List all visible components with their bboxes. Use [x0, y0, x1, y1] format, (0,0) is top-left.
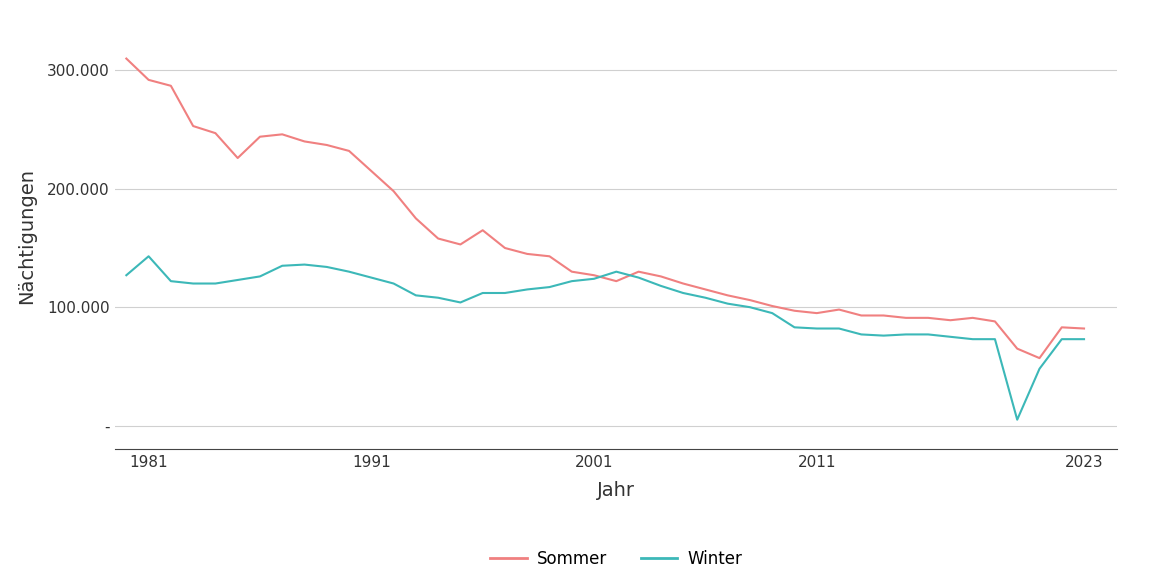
Winter — [743, 304, 757, 310]
Sommer — [521, 251, 535, 257]
Sommer — [698, 286, 712, 293]
Winter — [965, 336, 979, 343]
Sommer — [1055, 324, 1069, 331]
Sommer — [922, 314, 935, 321]
Winter — [253, 273, 267, 280]
Sommer — [899, 314, 912, 321]
Sommer — [988, 318, 1002, 325]
Winter — [1077, 336, 1091, 343]
Winter — [899, 331, 912, 338]
Winter — [297, 261, 311, 268]
Sommer — [631, 268, 645, 275]
Sommer — [654, 273, 668, 280]
Sommer — [877, 312, 890, 319]
Winter — [120, 272, 134, 279]
Winter — [209, 280, 222, 287]
Sommer — [387, 188, 401, 195]
Winter — [788, 324, 802, 331]
Sommer — [609, 278, 623, 285]
Winter — [564, 278, 578, 285]
Winter — [609, 268, 623, 275]
Winter — [275, 262, 289, 269]
Sommer — [743, 297, 757, 304]
Winter — [721, 300, 735, 307]
Winter — [922, 331, 935, 338]
Sommer — [676, 280, 690, 287]
Winter — [230, 276, 244, 283]
Winter — [164, 278, 177, 285]
Winter — [543, 283, 556, 290]
Line: Sommer: Sommer — [127, 59, 1084, 358]
Winter — [810, 325, 824, 332]
Sommer — [1077, 325, 1091, 332]
Sommer — [1032, 355, 1046, 362]
Sommer — [476, 227, 490, 234]
Sommer — [409, 215, 423, 222]
Sommer — [810, 310, 824, 317]
Winter — [342, 268, 356, 275]
Winter — [765, 310, 779, 317]
Sommer — [431, 235, 445, 242]
Sommer — [230, 154, 244, 161]
X-axis label: Jahr: Jahr — [598, 481, 635, 500]
Winter — [142, 253, 156, 260]
Winter — [364, 274, 378, 281]
Y-axis label: Nächtigungen: Nächtigungen — [17, 168, 36, 304]
Sommer — [564, 268, 578, 275]
Winter — [387, 280, 401, 287]
Winter — [676, 290, 690, 297]
Sommer — [855, 312, 869, 319]
Winter — [588, 275, 601, 282]
Winter — [521, 286, 535, 293]
Winter — [187, 280, 200, 287]
Sommer — [187, 123, 200, 130]
Winter — [498, 290, 511, 297]
Legend: Sommer, Winter: Sommer, Winter — [484, 543, 749, 574]
Sommer — [209, 130, 222, 137]
Sommer — [454, 241, 468, 248]
Line: Winter: Winter — [127, 256, 1084, 420]
Sommer — [1010, 345, 1024, 352]
Sommer — [498, 245, 511, 252]
Sommer — [788, 308, 802, 314]
Sommer — [832, 306, 846, 313]
Winter — [631, 274, 645, 281]
Sommer — [342, 147, 356, 154]
Winter — [431, 294, 445, 301]
Winter — [1032, 365, 1046, 372]
Sommer — [943, 317, 957, 324]
Winter — [943, 334, 957, 340]
Sommer — [588, 272, 601, 279]
Winter — [988, 336, 1002, 343]
Sommer — [120, 55, 134, 62]
Winter — [320, 263, 334, 270]
Winter — [454, 299, 468, 306]
Sommer — [965, 314, 979, 321]
Winter — [654, 282, 668, 289]
Sommer — [765, 302, 779, 309]
Sommer — [320, 142, 334, 149]
Winter — [832, 325, 846, 332]
Winter — [1010, 416, 1024, 423]
Winter — [1055, 336, 1069, 343]
Winter — [698, 294, 712, 301]
Winter — [855, 331, 869, 338]
Sommer — [253, 133, 267, 140]
Winter — [476, 290, 490, 297]
Sommer — [543, 253, 556, 260]
Winter — [877, 332, 890, 339]
Winter — [409, 292, 423, 299]
Sommer — [297, 138, 311, 145]
Sommer — [364, 168, 378, 175]
Sommer — [164, 82, 177, 89]
Sommer — [142, 77, 156, 84]
Sommer — [275, 131, 289, 138]
Sommer — [721, 292, 735, 299]
